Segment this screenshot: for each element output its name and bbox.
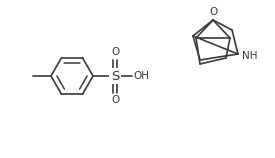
Text: O: O xyxy=(111,95,119,105)
Text: O: O xyxy=(209,7,217,17)
Text: O: O xyxy=(111,47,119,57)
Text: OH: OH xyxy=(133,71,149,81)
Text: S: S xyxy=(111,70,119,82)
Text: NH: NH xyxy=(242,51,257,61)
